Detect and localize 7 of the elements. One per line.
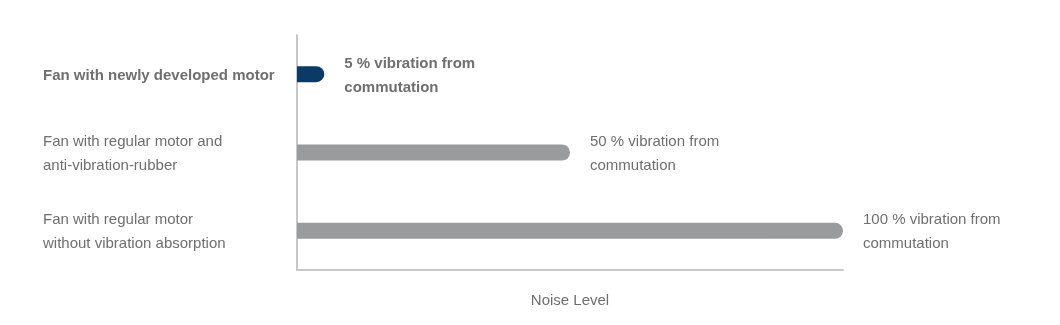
y-tick-label: Fan with newly developed motor: [43, 65, 275, 83]
data-label: 50 % vibration from commutation: [590, 132, 724, 173]
y-tick-label: Fan with regular motor without vibration absorption: [42, 210, 226, 252]
data-label: 5 % vibration from commutation: [344, 53, 480, 95]
y-tick-label: Fan with regular motor and anti-vibration-rubber: [43, 132, 227, 173]
x-axis-title: Noise Level: [530, 291, 610, 308]
data-label: 100 % vibration from commutation: [863, 210, 1005, 252]
